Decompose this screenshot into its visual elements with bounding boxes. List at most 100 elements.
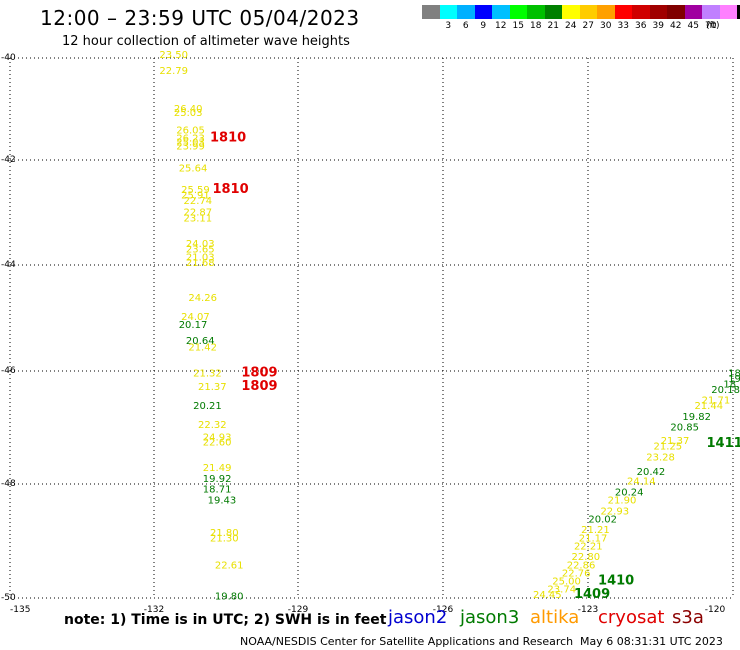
wave-height-label: 22.61 [215, 560, 244, 571]
color-swatch [509, 5, 527, 19]
wave-height-label: 22.80 [572, 552, 601, 563]
color-scale-label: 21 [547, 21, 559, 31]
wave-height-label: 23.74 [547, 585, 576, 596]
mission-cryosat: cryosat [598, 607, 665, 628]
color-swatch [457, 5, 475, 19]
color-swatch [527, 5, 545, 19]
lon-tick-label: -129 [288, 605, 309, 615]
wave-height-label: 23.28 [646, 452, 675, 463]
wave-height-label: 25.03 [174, 108, 203, 119]
wave-height-label: 20.64 [186, 336, 215, 347]
wave-height-label: 21.25 [653, 442, 682, 453]
wave-height-label: 25.64 [179, 163, 208, 174]
color-swatch [579, 5, 597, 19]
pass-time-label: 1809 [241, 379, 277, 394]
color-scale-label: 70 [705, 21, 717, 31]
color-swatch [614, 5, 632, 19]
color-swatch [562, 5, 580, 19]
wave-height-label: 24.03 [186, 239, 215, 250]
wave-height-label: 18.71 [203, 485, 232, 496]
wave-height-label: 21.03 [186, 253, 215, 264]
wave-height-label: 25.03 [176, 137, 205, 148]
pass-time-label: 1810 [210, 131, 246, 146]
wave-height-label: 23.99 [176, 141, 205, 152]
pass-time-label: 1411 [706, 436, 740, 451]
mission-jason3: jason3 [460, 607, 520, 628]
wave-height-label: 22.32 [198, 420, 227, 431]
wave-height-label: 26.40 [174, 104, 203, 115]
page-title: 12:00 – 23:59 UTC 05/04/2023 [40, 6, 360, 30]
wave-height-label: 21.32 [193, 369, 222, 380]
color-swatch [544, 5, 562, 19]
color-scale-unit: (ft) [706, 21, 720, 31]
color-scale-label: 3 [445, 21, 452, 31]
wave-height-label: 24.07 [181, 312, 210, 323]
wave-height-label: 21.49 [203, 463, 232, 474]
lat-tick-label: -46 [1, 366, 16, 376]
color-scale-label: 33 [617, 21, 629, 31]
wave-height-label: 22.87 [184, 208, 213, 219]
lat-tick-label: -50 [1, 593, 16, 603]
color-scale-labels: 3 6 9 12 15 18 21 24 27 30 33 36 39 42 45 70 [422, 21, 737, 31]
color-swatch [474, 5, 492, 19]
wave-height-label: 25.59 [181, 185, 210, 196]
pass-time-label: 1810 [212, 182, 248, 197]
wave-height-label: 21.71 [702, 396, 731, 407]
wave-height-label: 25.00 [552, 577, 581, 588]
wave-height-label: 26.05 [176, 126, 205, 137]
wave-height-label: 21.17 [579, 533, 608, 544]
wave-height-label: 20.17 [179, 320, 208, 331]
mission-jason2: jason2 [388, 607, 448, 628]
footer-note: note: 1) Time is in UTC; 2) SWH is in fe… [64, 612, 387, 628]
wave-height-label: 18 [728, 369, 740, 380]
credit-text: NOAA/NESDIS Center for Satellite Applica… [240, 635, 574, 648]
lat-tick-label: -44 [1, 260, 16, 270]
color-swatch [702, 5, 720, 19]
wave-height-label: 19.92 [203, 474, 232, 485]
color-scale-label: 45 [687, 21, 699, 31]
wave-height-label: 18.19 [723, 379, 740, 390]
color-scale-label: 6 [462, 21, 469, 31]
wave-height-label: 25.91 [181, 190, 210, 201]
wave-height-label: 23.11 [184, 214, 213, 225]
lon-tick-label: -123 [578, 605, 598, 615]
color-scale-label: 12 [495, 21, 507, 31]
wave-height-label: 20.24 [615, 487, 644, 498]
lat-tick-label: -42 [1, 155, 16, 165]
wave-height-label: 21.21 [581, 525, 610, 536]
wave-height-label: 19.82 [682, 412, 711, 423]
wave-height-label: 24.14 [627, 477, 656, 488]
color-swatch [597, 5, 615, 19]
color-scale-label: 27 [582, 21, 594, 31]
wave-height-label: 21.37 [198, 382, 227, 393]
color-scale-legend [422, 5, 740, 19]
wave-height-label: 20.42 [637, 467, 666, 478]
wave-height-label: 20.18 [711, 385, 740, 396]
pass-time-label: 1410 [598, 574, 634, 589]
color-scale-label: 36 [635, 21, 647, 31]
wave-height-label: 20.85 [670, 423, 699, 434]
wave-height-label: 21.44 [694, 401, 723, 412]
lon-tick-label: -120 [705, 605, 726, 615]
wave-height-label: 24.93 [203, 432, 232, 443]
color-scale-label: 42 [670, 21, 682, 31]
page-subtitle: 12 hour collection of altimeter wave hei… [62, 34, 350, 49]
timestamp: May 6 08:31:31 UTC 2023 [580, 635, 723, 648]
lon-tick-label: -132 [144, 605, 164, 615]
wave-height-label: 21.68 [186, 258, 215, 269]
wave-height-label: 19.43 [208, 496, 237, 507]
color-swatch [632, 5, 650, 19]
lon-tick-label: -126 [433, 605, 454, 615]
wave-height-label: 21.30 [210, 533, 239, 544]
wave-height-label: 21.80 [210, 528, 239, 539]
color-scale-label: 24 [565, 21, 577, 31]
lat-tick-label: -40 [1, 53, 16, 63]
color-scale-label: 30 [600, 21, 612, 31]
wave-height-label: 24.45 [533, 590, 562, 601]
wave-height-label: 22.76 [562, 568, 591, 579]
wave-height-label: 23.50 [159, 50, 188, 61]
wave-height-label: 22.74 [184, 196, 213, 207]
wave-height-label: 21.90 [608, 496, 637, 507]
color-scale-label: 9 [480, 21, 487, 31]
